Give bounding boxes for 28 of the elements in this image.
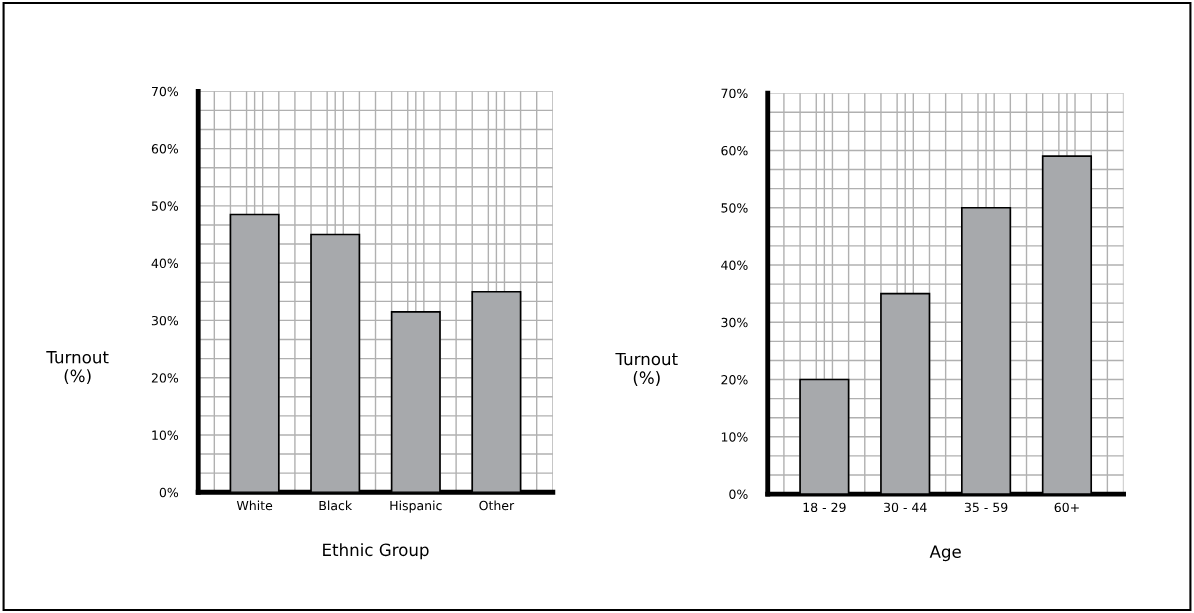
x-tick-label: Hispanic — [390, 500, 442, 513]
y-tick-label: 50% — [721, 203, 748, 213]
x-tick-label: 60+ — [1054, 502, 1079, 513]
y-axis-title: Turnout (%) — [615, 352, 678, 386]
y-tick-label: 20% — [151, 373, 179, 383]
y-tick-label: 70% — [152, 86, 179, 97]
y-tick-label: 30% — [721, 317, 748, 328]
y-tick-label: 40% — [721, 260, 748, 270]
y-tick-label: 10% — [152, 430, 179, 440]
y-tick-label: 60% — [721, 145, 748, 156]
x-tick-label: 18 - 29 — [803, 502, 846, 513]
y-tick-label: 70% — [721, 88, 748, 99]
y-tick-label: 30% — [151, 315, 179, 326]
y-tick-label: 60% — [151, 144, 179, 154]
y-tick-label: 10% — [721, 432, 748, 442]
y-tick-label: 0% — [159, 487, 179, 498]
x-axis-title: Ethnic Group — [323, 543, 429, 560]
y-tick-label: 20% — [721, 375, 748, 385]
x-tick-label: White — [236, 500, 273, 511]
x-tick-label: 30 - 44 — [884, 502, 927, 513]
y-tick-label: 40% — [151, 258, 179, 269]
x-tick-label: Black — [319, 500, 353, 511]
x-axis-title: Age — [929, 545, 961, 562]
y-tick-label: 50% — [151, 201, 179, 211]
x-tick-label: Other — [479, 500, 515, 511]
y-tick-label: 0% — [729, 489, 748, 499]
y-axis-title: Turnout (%) — [46, 351, 109, 385]
x-tick-label: 35 - 59 — [964, 502, 1008, 513]
